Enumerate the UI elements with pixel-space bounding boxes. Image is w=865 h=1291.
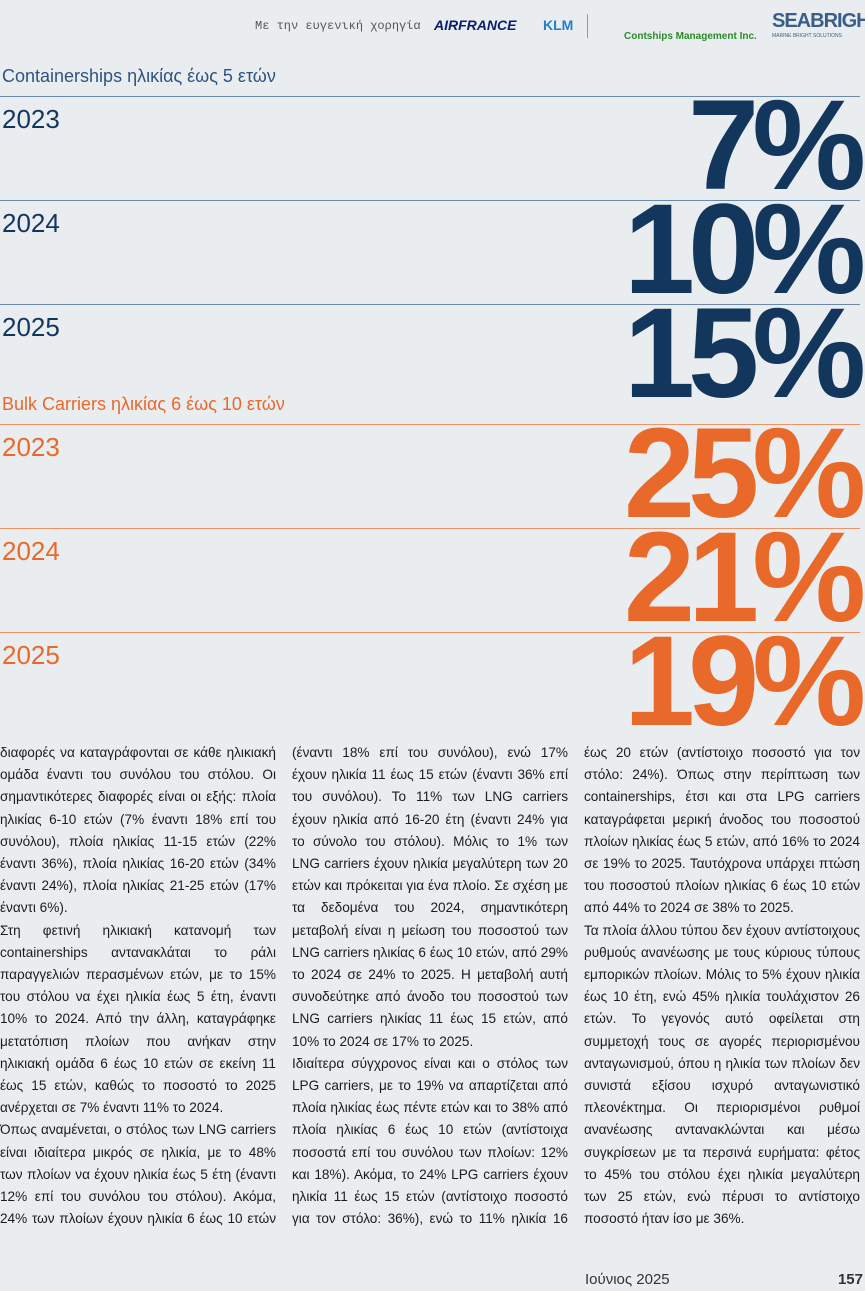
big-value: 25% <box>623 402 865 545</box>
big-value: 15% <box>623 282 865 425</box>
year: 2023 <box>2 104 60 134</box>
sponsor-note: Με την ευγενική χορηγία <box>255 19 421 33</box>
paragraph: Στη φετινή ηλικιακή κατανομή των contain… <box>0 922 276 1116</box>
logo: SEABRIGHT <box>772 10 865 32</box>
paragraph: διαφορές να καταγράφονται σε κάθε ηλικια… <box>0 745 276 916</box>
rule <box>0 528 860 529</box>
footer-date: Ιούνιος 2025 <box>585 1271 670 1288</box>
big-value: 10% <box>623 178 865 321</box>
section-title: Containerships ηλικίας έως 5 ετών <box>2 66 276 86</box>
page-number: 157 <box>837 1271 863 1288</box>
paragraph: Όπως αναμένεται, ο στόλος των LNG carrie… <box>0 745 568 1227</box>
rule <box>0 424 860 425</box>
section-title: Bulk Carriers ηλικίας 6 έως 10 ετών <box>2 394 285 414</box>
logo: MARINE BRIGHT SOLUTIONS <box>772 33 842 39</box>
logo: AIRFRANCE <box>434 17 517 33</box>
big-value: 21% <box>623 506 865 649</box>
rule <box>0 200 860 201</box>
rule <box>0 96 860 97</box>
rule <box>0 304 860 305</box>
logo: KLM <box>543 17 574 33</box>
year: 2024 <box>2 536 60 566</box>
paragraph: Τα πλοία άλλου τύπου δεν έχουν αντίστοιχ… <box>584 922 860 1227</box>
year: 2025 <box>2 312 60 342</box>
rule <box>0 632 860 633</box>
year: 2025 <box>2 640 60 670</box>
paragraph: Ιδιαίτερα σύγχρονος είναι και ο στόλος τ… <box>292 745 860 1227</box>
year: 2024 <box>2 208 60 238</box>
article: διαφορές να καταγράφονται σε κάθε ηλικια… <box>0 742 860 1262</box>
divider <box>587 14 588 38</box>
big-value: 7% <box>688 74 865 217</box>
year: 2023 <box>2 432 60 462</box>
big-value: 19% <box>623 610 865 753</box>
logo: Contships Management Inc. <box>624 31 757 42</box>
